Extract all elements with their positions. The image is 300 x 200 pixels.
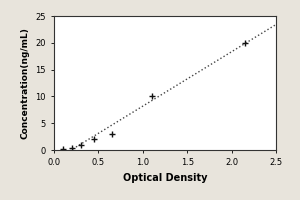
X-axis label: Optical Density: Optical Density — [123, 173, 207, 183]
Y-axis label: Concentration(ng/mL): Concentration(ng/mL) — [21, 27, 30, 139]
